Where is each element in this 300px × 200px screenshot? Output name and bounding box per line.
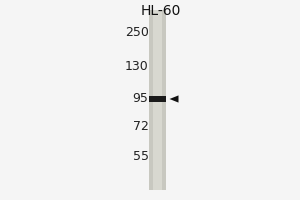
Bar [153, 10, 163, 190]
Text: 55: 55 [133, 150, 148, 164]
Bar [149, 96, 166, 102]
Text: 130: 130 [125, 60, 148, 73]
Text: 72: 72 [133, 120, 148, 134]
Polygon shape [169, 95, 178, 103]
Bar [149, 10, 166, 190]
Text: 95: 95 [133, 92, 148, 106]
Text: HL-60: HL-60 [140, 4, 181, 18]
Text: 250: 250 [124, 26, 148, 40]
